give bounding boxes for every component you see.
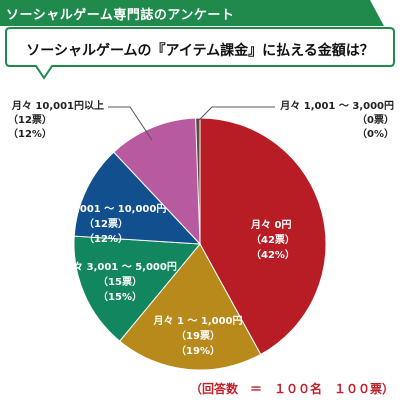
slice-5001-10000-label-line: （12%） [84,232,128,245]
slice-1-1000 [118,243,262,371]
slice-3001-5000-label: 月々 3,001 ～ 5,000円 （15票） （15%） [62,261,177,303]
slice-3001-5000 [73,235,202,342]
header-tab: ソーシャルゲーム専門誌のアンケート [0,0,384,26]
slice-3001-5000-label-line: （15票） [98,275,142,288]
slice-5001-10000 [73,151,202,245]
label-1001-3000-range: 月々 1,001 ～ 3,000円 [280,101,394,112]
header-title: ソーシャルゲーム専門誌のアンケート [6,8,235,23]
slice-1-1000-label-line: （19%） [176,344,220,357]
label-10001-plus: 月々 10,001円以上 [8,100,104,114]
slice-3001-5000-label-line: 月々 3,001 ～ 5,000円 [62,261,177,273]
label-1001-3000: 月々 1,001 ～ 3,000円 （0票） （0%） [280,100,394,142]
label-10001-plus-pct: （12%） [8,129,52,140]
speech-bubble-outline [5,27,395,80]
label-1001-3000-pct: （0%） [357,129,394,140]
slice-1-1000-label-line: （19票） [176,329,220,342]
slice-3001-5000-label-line: （15%） [98,290,142,303]
slice-5001-10000-label-line: （12票） [84,217,128,230]
leader-1001-3000 [198,106,275,121]
slice-5001-10000-label: 月々 5,001 ～ 10,000円 （12票） （12%） [45,203,167,245]
label-1001-3000-votes: （0票） [357,115,394,126]
label-10001-plus-votes: （12票） [8,115,52,126]
slice-1-1000-label: 月々 1 ～ 1,000円 （19票） （19%） [152,315,242,357]
response-count: （回答数 ＝ １００名 １００票） [189,382,394,396]
label-10001-plus-range: 月々 10,001円以上 [11,101,104,112]
slice-5001-10000-label-line: 月々 5,001 ～ 10,000円 [45,203,167,215]
chart-question: ソーシャルゲームの『アイテム課金』に払える金額は？ [26,43,374,59]
slice-0-yen-label-line: 月々 0円 [250,219,291,231]
slice-0-yen-label-line: （42%） [251,248,295,261]
leader-10001-plus [108,106,153,141]
slice-1001-3000 [195,117,201,245]
slice-0-yen-label-line: （42票） [251,233,295,246]
label-10001-plus-counts: （12票） （12%） [8,114,52,142]
slice-0-yen [199,117,327,356]
slice-1-1000-label-line: 月々 1 ～ 1,000円 [152,315,242,327]
slice-0-yen-label: 月々 0円 （42票） （42%） [250,219,295,261]
